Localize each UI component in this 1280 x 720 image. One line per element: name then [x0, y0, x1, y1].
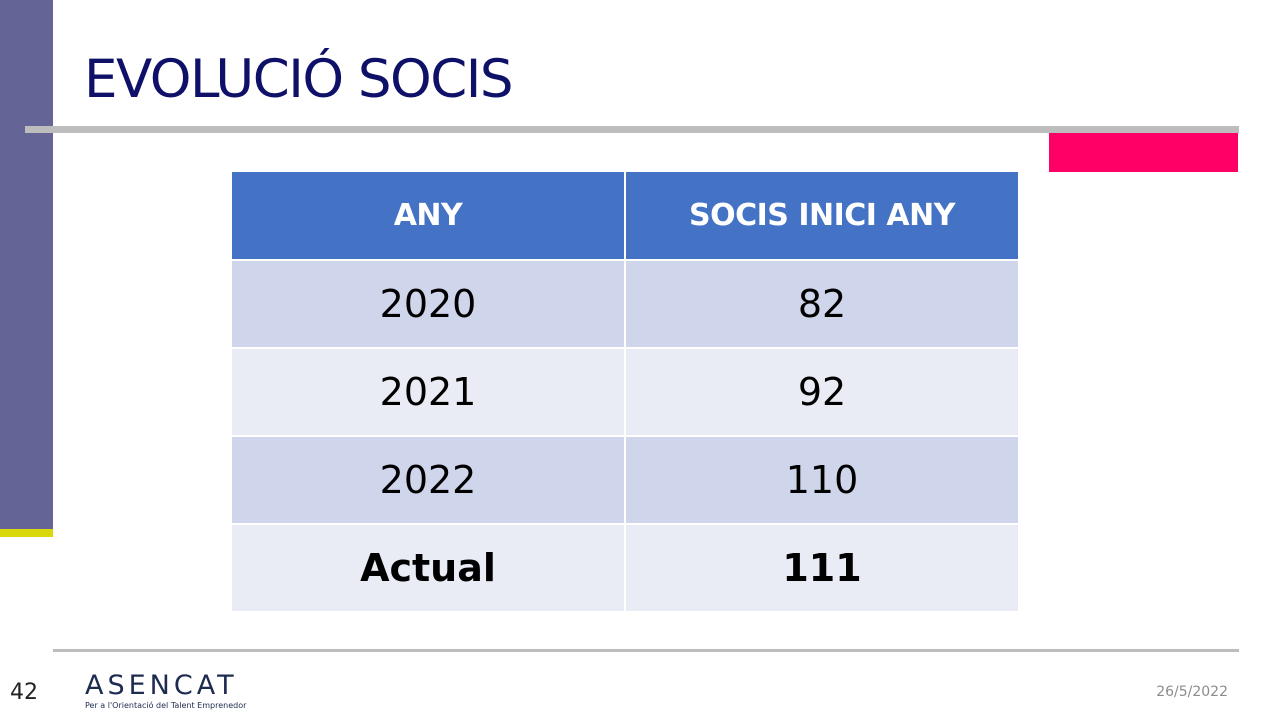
title-divider — [25, 126, 1239, 133]
members-cell: 82 — [625, 260, 1018, 349]
accent-block — [1049, 133, 1238, 172]
members-cell: 111 — [625, 524, 1018, 613]
members-cell: 110 — [625, 436, 1018, 525]
slide-date: 26/5/2022 — [1156, 684, 1228, 700]
year-cell: 2021 — [232, 348, 626, 437]
header-year: ANY — [232, 172, 626, 261]
slide-title: EVOLUCIÓ SOCIS — [84, 49, 514, 110]
members-table: ANY SOCIS INICI ANY 2020 82 2021 92 2022… — [232, 172, 1018, 613]
year-cell: 2022 — [232, 436, 626, 525]
footer-divider — [53, 649, 1239, 652]
asencat-logo: ASENCAT Per a l'Orientació del Talent Em… — [85, 670, 247, 714]
logo-text: ASENCAT — [85, 670, 238, 701]
table-row: 2020 82 — [232, 260, 1018, 349]
table-row-current: Actual 111 — [232, 524, 1018, 613]
side-bar-accent — [0, 529, 53, 537]
table-row: 2021 92 — [232, 348, 1018, 437]
side-bar — [0, 0, 53, 529]
logo-tagline: Per a l'Orientació del Talent Emprenedor — [85, 701, 247, 710]
table-row: 2022 110 — [232, 436, 1018, 525]
header-members: SOCIS INICI ANY — [625, 172, 1018, 261]
page-number: 42 — [10, 680, 38, 705]
year-cell: Actual — [232, 524, 626, 613]
year-cell: 2020 — [232, 260, 626, 349]
table-header-row: ANY SOCIS INICI ANY — [232, 172, 1018, 261]
members-cell: 92 — [625, 348, 1018, 437]
